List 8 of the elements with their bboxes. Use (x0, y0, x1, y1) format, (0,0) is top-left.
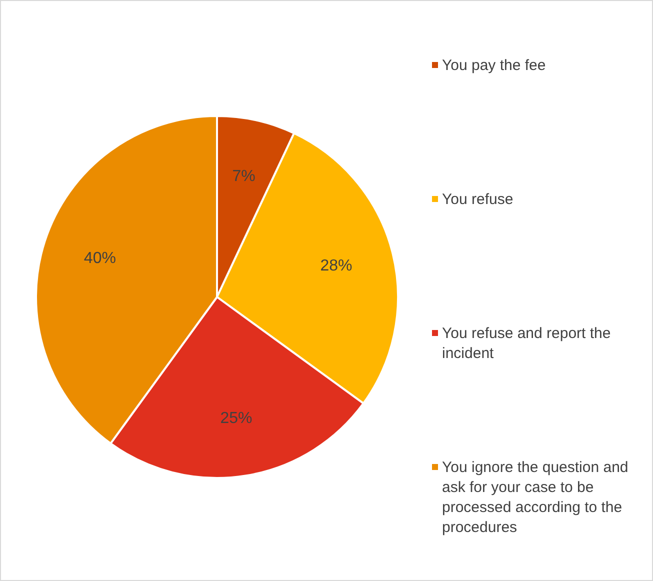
data-label: 40% (84, 250, 116, 268)
legend-label: You refuse (442, 190, 514, 208)
data-label: 7% (232, 168, 256, 186)
data-label: 28% (320, 258, 352, 275)
legend-label: You ignore the question and ask for your case to be processed according to the procedures (442, 458, 628, 536)
legend-label: You refuse and report the incident (442, 324, 611, 362)
data-label: 25% (220, 410, 252, 427)
legend-label: You pay the fee (442, 56, 546, 74)
